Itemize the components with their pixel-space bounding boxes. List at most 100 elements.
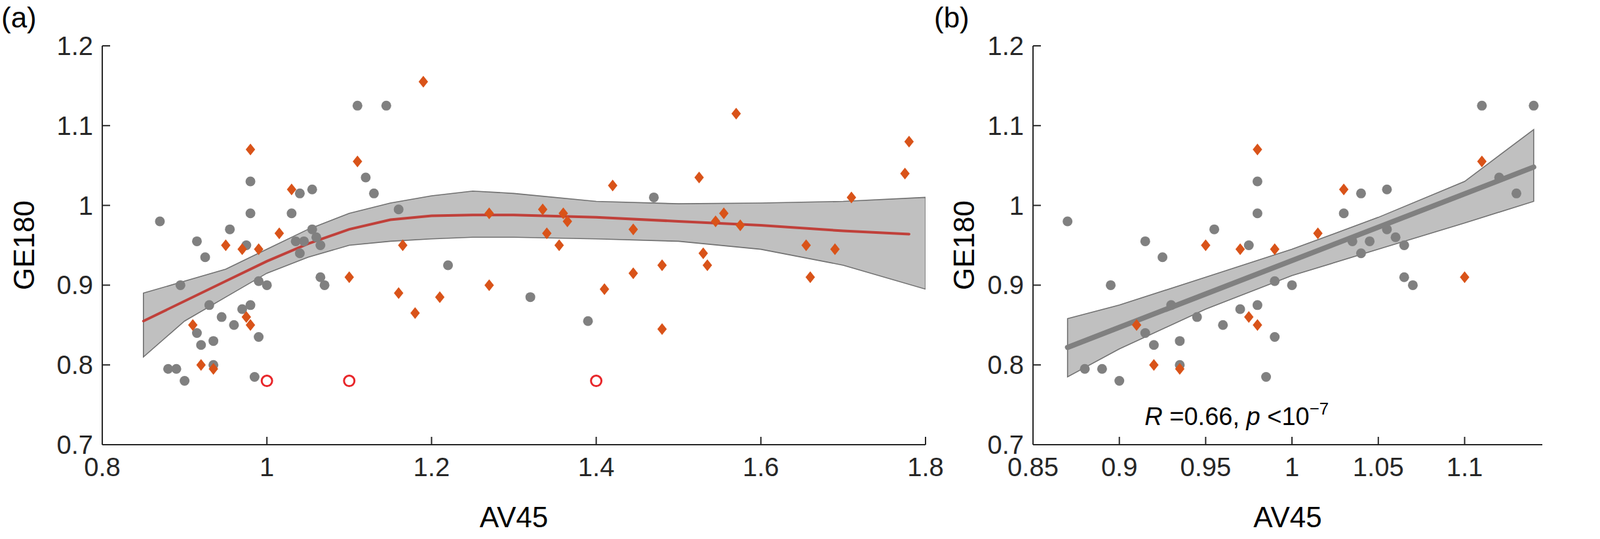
diamond-point (1244, 311, 1254, 324)
scatter-series (188, 76, 914, 375)
circle-point (1244, 240, 1254, 251)
circle-point (1140, 328, 1151, 339)
diamond-point (344, 271, 354, 284)
y-tick (102, 45, 111, 47)
annotation-part: <10 (1260, 403, 1310, 431)
y-tick (102, 364, 111, 366)
circle-point (175, 280, 186, 291)
diamond-point (702, 259, 712, 272)
diamond-point (220, 239, 231, 252)
x-tick-label: 1.4 (578, 452, 615, 482)
circle-point (1217, 320, 1228, 331)
x-tick-label: 1.1 (1446, 452, 1484, 482)
x-tick-label: 0.9 (1101, 452, 1138, 482)
diamond-point (805, 271, 815, 284)
diamond-point (245, 143, 255, 156)
x-tick (924, 437, 927, 446)
y-tick (1033, 364, 1041, 366)
circle-point (648, 192, 659, 203)
x-tick-label: 1.05 (1352, 452, 1405, 482)
circle-point (1356, 248, 1366, 259)
annotation-exponent: −7 (1309, 399, 1330, 419)
circle-point (525, 292, 536, 303)
circle-point (1097, 364, 1108, 375)
x-tick-label: 0.95 (1179, 452, 1231, 482)
circle-point (1192, 312, 1203, 323)
circle-point (1114, 376, 1125, 387)
diamond-point (410, 307, 420, 320)
x-tick-label: 1 (1284, 452, 1300, 482)
circle-point (1339, 208, 1349, 219)
circle-point (1209, 224, 1220, 235)
circle-point (245, 300, 256, 311)
annotation: R =0.66, p <10−7 (1144, 399, 1329, 431)
y-axis-label: GE180 (7, 200, 40, 291)
diamond-point (1131, 319, 1142, 332)
y-tick-label: 1.1 (987, 111, 1024, 141)
circle-point (286, 208, 297, 219)
diamond-point (1270, 243, 1280, 256)
open-circle-point (591, 376, 602, 387)
circle-point (1252, 208, 1263, 219)
circle-point (1399, 240, 1410, 251)
circle-point (200, 252, 211, 263)
y-tick-label: 0.7 (56, 430, 94, 460)
circle-point (1166, 300, 1176, 311)
plot-data (1062, 100, 1539, 387)
diamond-point (1175, 363, 1185, 375)
circle-point (1287, 280, 1298, 291)
circle-point (360, 172, 371, 183)
circle-point (204, 300, 215, 311)
diamond-point (846, 191, 857, 204)
circle-point (319, 280, 330, 291)
diamond-point (698, 247, 708, 260)
diamond-point (274, 227, 284, 240)
circle-point (1347, 236, 1358, 247)
x-tick (266, 437, 268, 446)
diamond-point (208, 363, 218, 375)
circle-point (228, 320, 239, 331)
x-axis-line (1033, 444, 1543, 446)
scatter-series (154, 100, 659, 387)
circle-point (1252, 300, 1263, 311)
fit-line (1067, 167, 1534, 348)
annotation-part: p (1246, 403, 1261, 431)
circle-point (1252, 176, 1263, 187)
x-tick (101, 437, 103, 446)
diamond-point (1235, 243, 1245, 256)
circle-point (224, 224, 235, 235)
diamond-point (599, 283, 609, 295)
circle-point (294, 188, 305, 199)
diamond-point (628, 267, 638, 280)
x-tick-label: 1.8 (907, 452, 944, 482)
circle-point (443, 260, 453, 271)
y-tick (102, 205, 111, 207)
circle-point (1174, 336, 1185, 347)
x-tick (1377, 437, 1380, 446)
circle-point (195, 340, 206, 351)
circle-point (294, 248, 305, 259)
diamond-point (188, 319, 198, 332)
y-tick-label: 1 (78, 191, 94, 221)
circle-point (192, 236, 202, 247)
circle-point (171, 364, 182, 375)
panel-label: (a) (1, 1, 37, 34)
diamond-point (196, 359, 206, 371)
x-tick-label: 1 (259, 452, 274, 482)
diamond-point (352, 156, 362, 168)
circle-point (307, 184, 318, 195)
circle-point (1381, 184, 1392, 195)
diamond-point (538, 203, 548, 216)
diamond-point (397, 239, 408, 252)
y-tick-label: 1.2 (56, 31, 94, 61)
diamond-point (719, 207, 729, 220)
diamond-point (484, 207, 494, 220)
diamond-point (1477, 156, 1487, 168)
y-tick (1033, 284, 1041, 286)
x-tick (1118, 437, 1121, 446)
circle-point (315, 240, 326, 251)
circle-point (1476, 100, 1487, 111)
x-tick (595, 437, 598, 446)
x-tick (1032, 437, 1034, 446)
circle-point (245, 176, 256, 187)
